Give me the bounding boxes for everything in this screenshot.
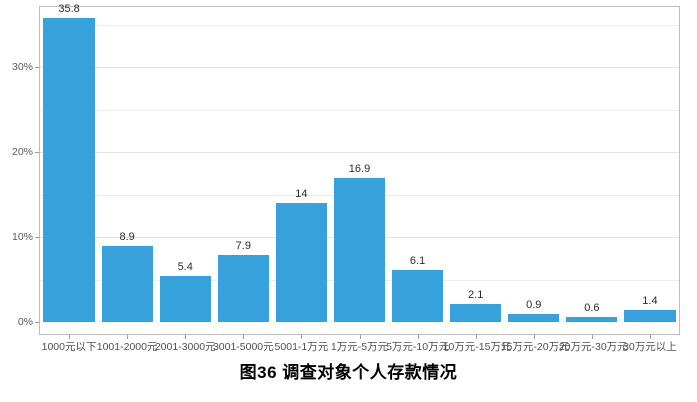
x-axis-tick-label: 1000元以下 — [41, 341, 97, 353]
gridline — [40, 24, 679, 26]
x-axis-tick-label: 2001-3000元 — [154, 341, 216, 353]
bar-value-label: 35.8 — [58, 2, 80, 15]
bar — [624, 310, 676, 322]
bar — [508, 314, 560, 322]
bar — [566, 316, 618, 322]
y-axis-tick-label: 10% — [11, 231, 33, 243]
y-axis-tick-mark — [35, 152, 39, 153]
x-axis-tick-mark — [417, 335, 419, 339]
gridline — [40, 152, 679, 153]
y-axis-tick-mark — [35, 237, 39, 238]
bar — [275, 203, 327, 322]
bar-value-label: 14 — [295, 188, 308, 200]
x-axis-tick-mark — [127, 335, 129, 339]
y-axis-tick-label: 20% — [11, 146, 33, 158]
x-axis-tick-mark — [359, 335, 361, 339]
x-axis-tick-label: 5万元-10万元 — [386, 341, 450, 353]
x-axis-tick-mark — [533, 335, 535, 339]
gridline — [40, 109, 679, 111]
x-axis-tick-mark — [185, 335, 187, 339]
bar — [450, 304, 502, 322]
bar-value-label: 7.9 — [235, 239, 251, 252]
x-axis-tick-label: 3001-5000元 — [212, 341, 274, 353]
x-axis-tick-mark — [301, 335, 303, 339]
bar-value-label: 0.6 — [584, 301, 600, 314]
bar — [392, 270, 444, 322]
bar-value-label: 8.9 — [119, 231, 135, 244]
x-axis-tick-label: 10万元-15万元 — [442, 341, 512, 353]
y-axis-tick-mark — [35, 322, 39, 323]
bar — [43, 17, 95, 322]
bar-value-label: 2.1 — [468, 289, 484, 302]
bar-value-label: 16.9 — [348, 163, 371, 176]
bar — [333, 178, 386, 322]
bar — [101, 246, 153, 322]
plot-area: 35.8 8.9 5.4 7.9 14 16.9 6.1 2.1 0.9 0.6 1.4 — [39, 2, 680, 335]
x-axis-tick-label: 1001-2000元 — [96, 341, 158, 353]
x-axis-tick-label: 15万元-20万元 — [500, 341, 570, 353]
bar-chart: 35.8 8.9 5.4 7.9 14 16.9 6.1 2.1 0.9 0.6 1.4 0% 10%… — [11, 2, 680, 353]
x-axis-tick-label: 20万元-30万元 — [558, 341, 628, 353]
bar-value-label: 1.4 — [642, 295, 658, 308]
x-axis-tick-mark — [591, 335, 593, 339]
gridline — [40, 67, 679, 68]
bar-value-label: 0.9 — [526, 299, 542, 312]
bar — [159, 276, 211, 322]
y-axis-tick-mark — [35, 67, 39, 68]
x-axis-tick-label: 5001-1万元 — [274, 341, 329, 353]
bar — [217, 254, 269, 322]
x-axis-tick-label: 1万元-5万元 — [330, 341, 389, 353]
bar-value-label: 5.4 — [177, 261, 193, 274]
x-axis-tick-mark — [243, 335, 245, 339]
figure-caption: 图36 调查对象个人存款情况 — [239, 363, 458, 382]
x-axis-tick-label: 30万元以上 — [623, 341, 677, 353]
x-axis-tick-mark — [649, 335, 651, 339]
y-axis-tick-label: 30% — [11, 61, 33, 73]
y-axis-tick-label: 0% — [17, 316, 33, 328]
x-axis-tick-mark — [69, 335, 71, 339]
x-axis-tick-mark — [475, 335, 477, 339]
bar-value-label: 6.1 — [409, 255, 426, 268]
